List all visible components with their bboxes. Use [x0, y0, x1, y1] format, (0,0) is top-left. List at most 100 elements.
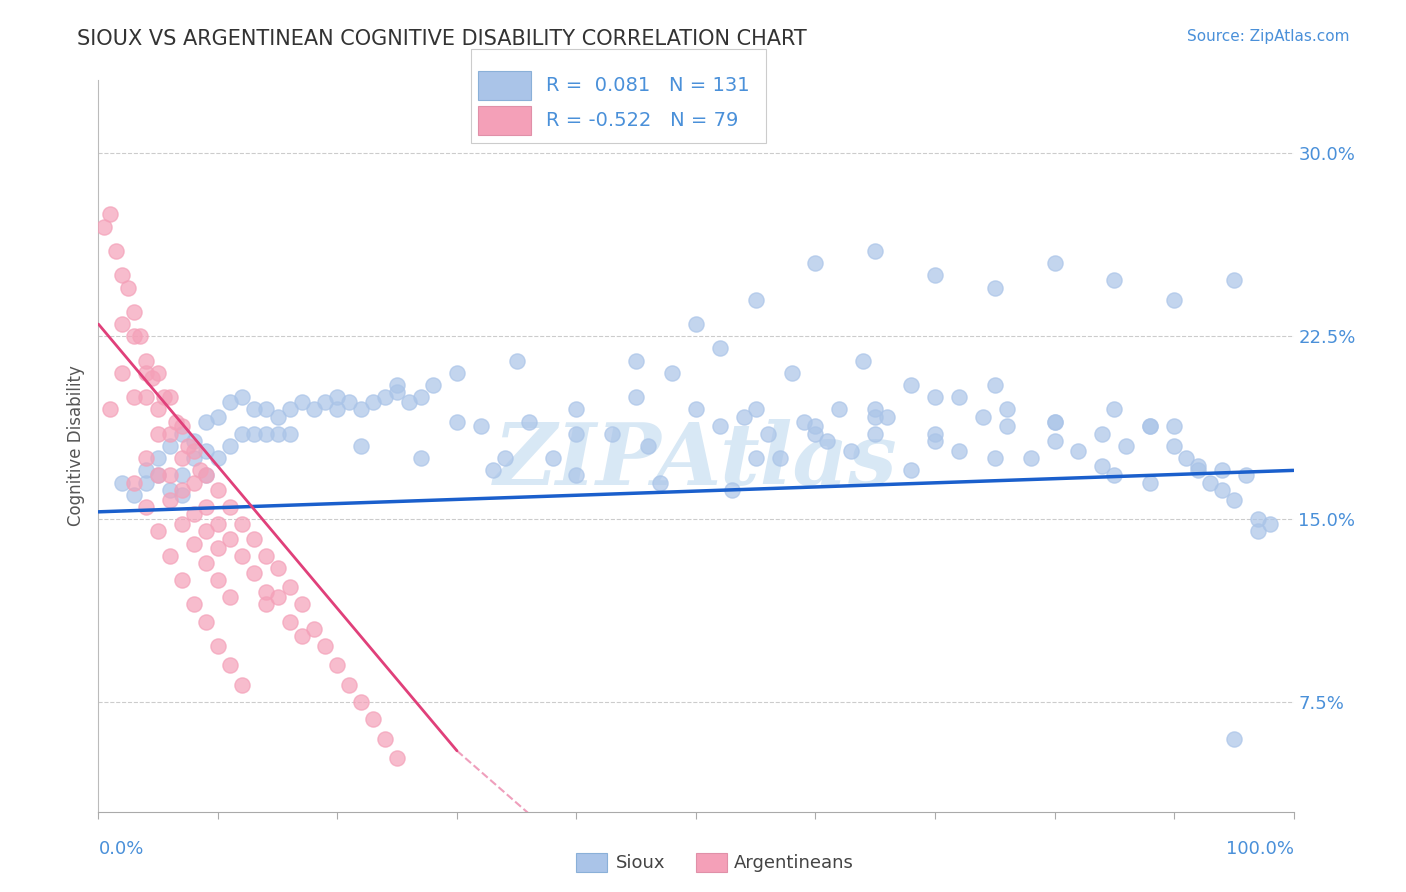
- Point: [1199, 475, 1222, 490]
- Point: [172, 516, 194, 531]
- Point: [302, 622, 325, 636]
- Point: [111, 366, 134, 380]
- Point: [1163, 439, 1185, 453]
- Point: [159, 492, 181, 507]
- Point: [267, 561, 290, 575]
- Point: [411, 390, 433, 404]
- Point: [172, 468, 194, 483]
- Point: [1139, 419, 1161, 434]
- Point: [374, 731, 396, 746]
- Point: [159, 549, 181, 563]
- Point: [98, 207, 122, 221]
- Point: [793, 415, 815, 429]
- Point: [278, 426, 301, 441]
- Point: [745, 293, 768, 307]
- Point: [374, 390, 396, 404]
- Point: [984, 280, 1007, 294]
- Point: [948, 390, 970, 404]
- Point: [177, 439, 200, 453]
- Point: [291, 598, 314, 612]
- Point: [141, 370, 163, 384]
- Point: [648, 475, 672, 490]
- Point: [661, 366, 683, 380]
- Point: [865, 409, 887, 424]
- Point: [207, 573, 229, 587]
- Point: [339, 395, 361, 409]
- Text: Sioux: Sioux: [616, 854, 665, 871]
- Point: [411, 451, 433, 466]
- Point: [1043, 256, 1066, 270]
- Point: [984, 451, 1007, 466]
- Point: [517, 415, 540, 429]
- Point: [195, 415, 218, 429]
- Text: R =  0.081   N = 131: R = 0.081 N = 131: [546, 76, 749, 95]
- Point: [231, 549, 253, 563]
- Point: [1247, 524, 1270, 539]
- Point: [254, 426, 277, 441]
- Point: [105, 244, 128, 258]
- Point: [188, 463, 211, 477]
- Point: [207, 409, 229, 424]
- Point: [1019, 451, 1042, 466]
- Point: [135, 390, 157, 404]
- Point: [1163, 419, 1185, 434]
- Y-axis label: Cognitive Disability: Cognitive Disability: [66, 366, 84, 526]
- Point: [1115, 439, 1137, 453]
- Point: [626, 390, 648, 404]
- Point: [1247, 512, 1270, 526]
- Point: [1211, 483, 1233, 497]
- Point: [385, 385, 409, 400]
- Point: [602, 426, 624, 441]
- Point: [172, 419, 194, 434]
- Point: [159, 468, 181, 483]
- Point: [124, 329, 146, 343]
- Point: [637, 439, 659, 453]
- Point: [995, 419, 1018, 434]
- Point: [626, 353, 648, 368]
- Point: [972, 409, 994, 424]
- Point: [172, 426, 194, 441]
- Text: Argentineans: Argentineans: [734, 854, 853, 871]
- Point: [1043, 415, 1066, 429]
- Text: R = -0.522   N = 79: R = -0.522 N = 79: [546, 111, 738, 130]
- Point: [1091, 426, 1114, 441]
- Point: [124, 390, 146, 404]
- Point: [1175, 451, 1198, 466]
- Point: [506, 353, 529, 368]
- Point: [183, 598, 205, 612]
- Point: [219, 395, 242, 409]
- Point: [924, 434, 946, 449]
- Point: [254, 598, 277, 612]
- Point: [219, 590, 242, 604]
- Point: [207, 483, 229, 497]
- Point: [98, 402, 122, 417]
- Point: [841, 443, 863, 458]
- Point: [1163, 293, 1185, 307]
- Point: [267, 590, 290, 604]
- Point: [124, 475, 146, 490]
- Point: [339, 678, 361, 692]
- Point: [243, 532, 266, 546]
- Text: 100.0%: 100.0%: [1226, 839, 1294, 857]
- Text: SIOUX VS ARGENTINEAN COGNITIVE DISABILITY CORRELATION CHART: SIOUX VS ARGENTINEAN COGNITIVE DISABILIT…: [77, 29, 807, 48]
- Point: [219, 500, 242, 514]
- Point: [385, 378, 409, 392]
- Point: [756, 426, 779, 441]
- Point: [135, 463, 157, 477]
- Point: [1223, 492, 1246, 507]
- Point: [900, 463, 922, 477]
- Point: [852, 353, 875, 368]
- Point: [1139, 419, 1161, 434]
- Point: [398, 395, 420, 409]
- Point: [745, 451, 768, 466]
- Point: [183, 536, 205, 550]
- Point: [350, 402, 373, 417]
- Point: [148, 468, 170, 483]
- Point: [231, 390, 253, 404]
- Point: [924, 390, 946, 404]
- Point: [565, 402, 588, 417]
- Point: [254, 402, 277, 417]
- Point: [828, 402, 851, 417]
- Point: [350, 439, 373, 453]
- Point: [446, 415, 468, 429]
